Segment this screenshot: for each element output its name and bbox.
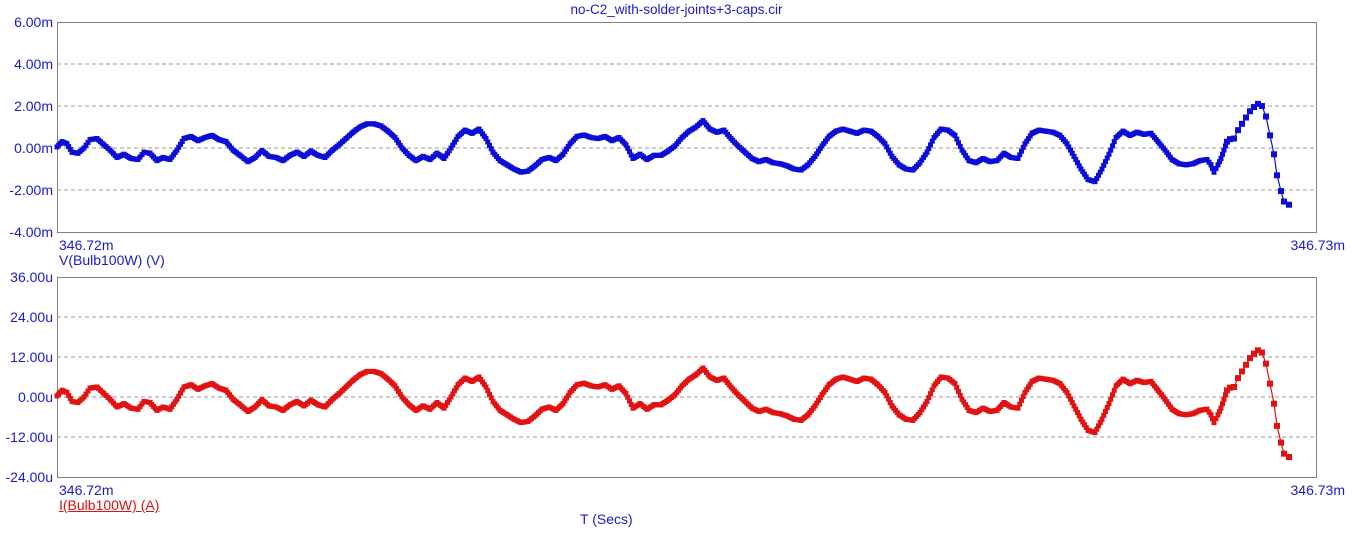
current-ytick: 12.00u xyxy=(10,349,53,365)
current-ytick: 0.00u xyxy=(17,389,53,405)
current-ytick: -24.00u xyxy=(5,469,53,485)
circuit-file-title: no-C2_with-solder-joints+3-caps.cir xyxy=(570,2,783,17)
voltage-ytick: -4.00m xyxy=(9,224,53,240)
voltage-ytick: 2.00m xyxy=(14,98,53,114)
voltage-plot-area xyxy=(57,22,1317,233)
current-xmax-label: 346.73m xyxy=(1290,482,1345,498)
current-legend[interactable]: I(Bulb100W) (A) xyxy=(59,497,160,513)
voltage-xmax-label: 346.73m xyxy=(1290,237,1345,253)
time-axis-title: T (Secs) xyxy=(580,511,633,527)
voltage-ytick: 0.00m xyxy=(14,140,53,156)
current-trace-svg xyxy=(54,316,1317,461)
voltage-trace-svg xyxy=(54,63,1317,208)
voltage-ytick: 4.00m xyxy=(14,56,53,72)
voltage-legend[interactable]: V(Bulb100W) (V) xyxy=(59,252,165,268)
voltage-ytick: 6.00m xyxy=(14,14,53,30)
current-xmin-label: 346.72m xyxy=(59,482,114,498)
current-ytick: 24.00u xyxy=(10,309,53,325)
voltage-ytick: -2.00m xyxy=(9,182,53,198)
voltage-xmin-label: 346.72m xyxy=(59,237,114,253)
current-ytick: 36.00u xyxy=(10,269,53,285)
current-ytick: -12.00u xyxy=(5,429,53,445)
